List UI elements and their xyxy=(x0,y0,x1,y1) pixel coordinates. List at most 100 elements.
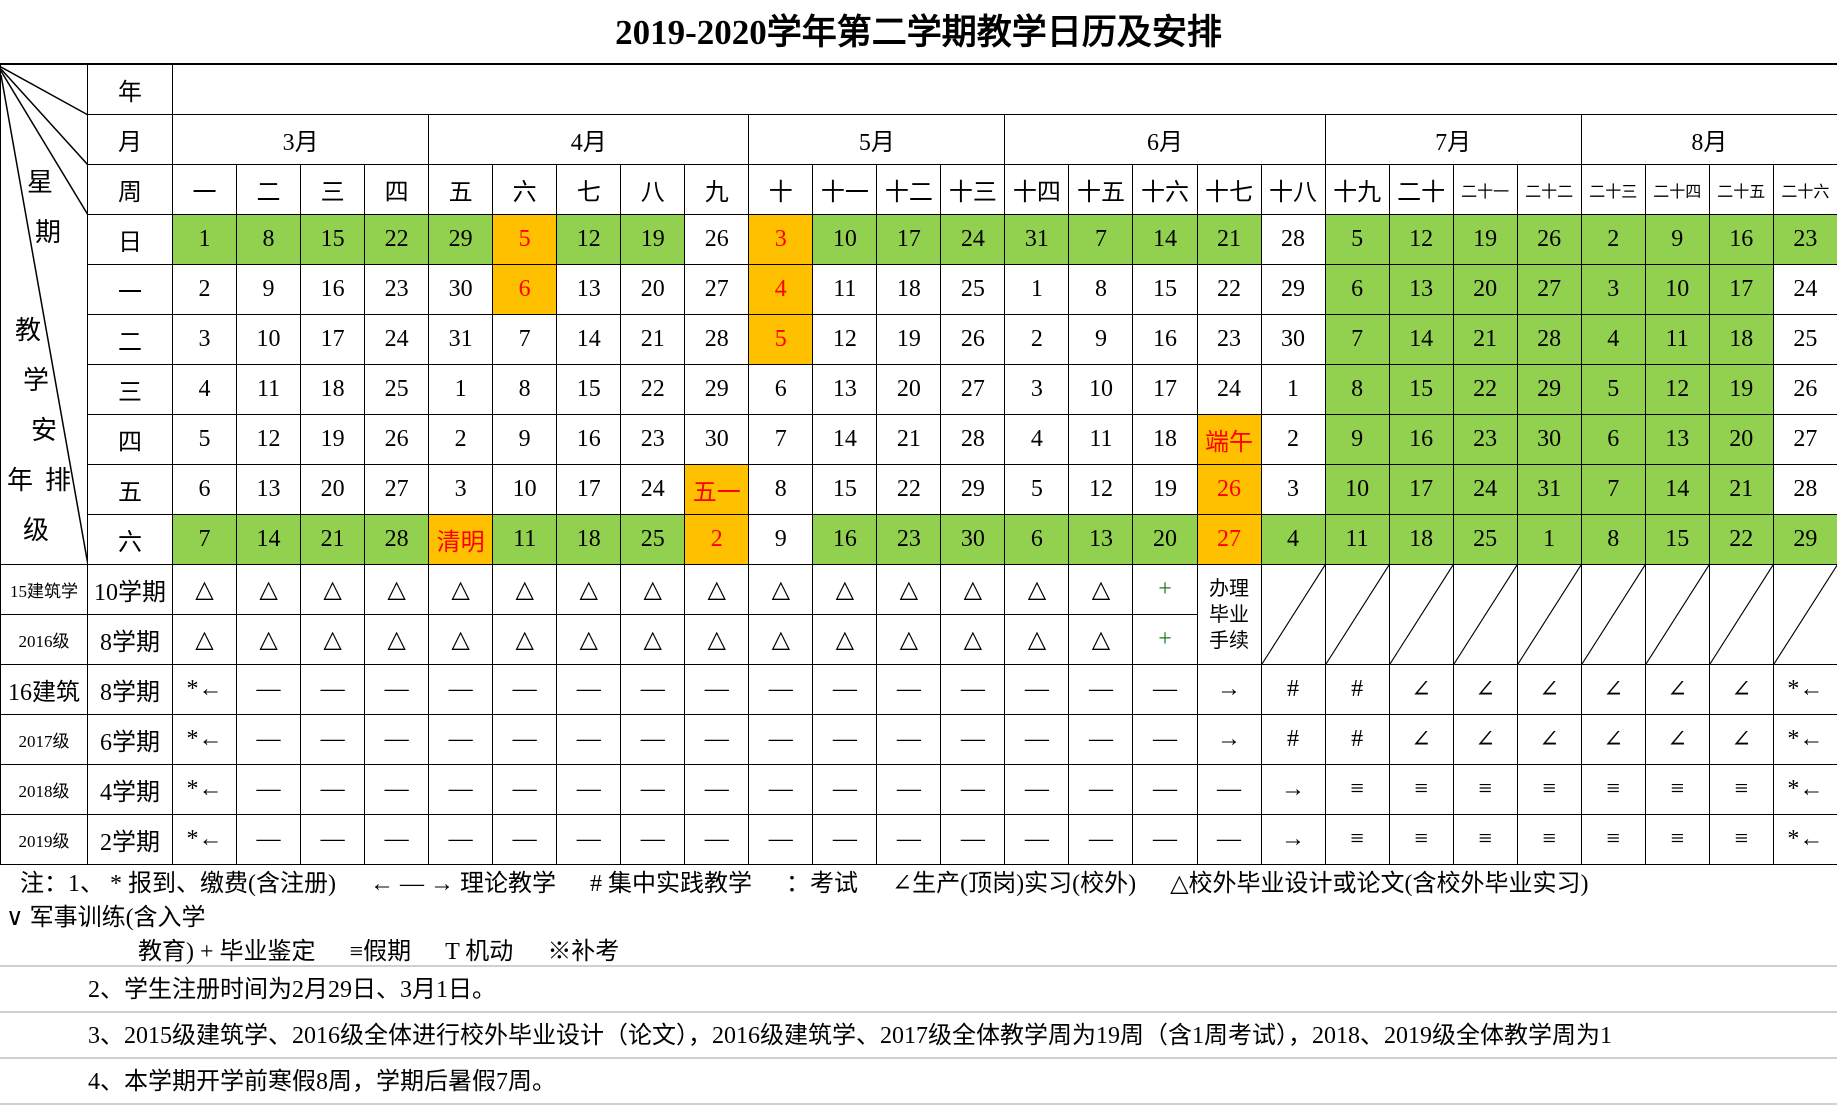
date-cell: 12 xyxy=(1069,465,1133,515)
schedule-cell-empty xyxy=(1325,565,1389,665)
date-cell: 4 xyxy=(1005,415,1069,465)
schedule-cell: — xyxy=(365,815,429,865)
date-cell: 8 xyxy=(1325,365,1389,415)
date-cell: 14 xyxy=(813,415,877,465)
date-cell: 30 xyxy=(429,265,493,315)
date-cell: 10 xyxy=(1069,365,1133,415)
week-header: 五 xyxy=(429,165,493,215)
date-cell: 30 xyxy=(941,515,1005,565)
schedule-cell: — xyxy=(941,815,1005,865)
schedule-cell: — xyxy=(237,715,301,765)
date-cell: 14 xyxy=(237,515,301,565)
corner-label: 安 xyxy=(31,410,57,447)
week-header: 二十六 xyxy=(1773,165,1837,215)
date-cell: 27 xyxy=(1773,415,1837,465)
schedule-cell: — xyxy=(557,815,621,865)
schedule-cell: — xyxy=(1069,715,1133,765)
term-label: 8学期 xyxy=(88,665,173,715)
date-cell: 15 xyxy=(1133,265,1197,315)
schedule-cell: △ xyxy=(301,615,365,665)
date-cell: 23 xyxy=(1453,415,1517,465)
date-cell: 9 xyxy=(1069,315,1133,365)
schedule-cell: # xyxy=(1261,715,1325,765)
date-cell: 8 xyxy=(1069,265,1133,315)
date-cell: 28 xyxy=(685,315,749,365)
schedule-cell: ≡ xyxy=(1389,765,1453,815)
date-cell: 10 xyxy=(813,215,877,265)
date-cell: 15 xyxy=(1389,365,1453,415)
schedule-cell-empty xyxy=(1261,565,1325,665)
date-cell: 5 xyxy=(749,315,813,365)
schedule-cell: — xyxy=(557,665,621,715)
schedule-cell: △ xyxy=(493,615,557,665)
date-cell: 9 xyxy=(1645,215,1709,265)
corner-label: 排 xyxy=(45,460,71,497)
schedule-cell: — xyxy=(1069,815,1133,865)
schedule-cell: — xyxy=(301,815,365,865)
date-cell: 21 xyxy=(1709,465,1773,515)
date-cell: 12 xyxy=(557,215,621,265)
schedule-cell: *← xyxy=(1773,715,1837,765)
date-cell: 15 xyxy=(301,215,365,265)
date-cell: 16 xyxy=(813,515,877,565)
date-cell: 12 xyxy=(237,415,301,465)
legend-item: ← — → 理论教学 xyxy=(370,871,556,897)
legend-item: # 集中实践教学 xyxy=(590,871,752,897)
date-cell: 2 xyxy=(173,265,237,315)
date-cell: 27 xyxy=(1517,265,1581,315)
schedule-cell: △ xyxy=(813,565,877,615)
date-cell: 14 xyxy=(1133,215,1197,265)
date-cell: 16 xyxy=(1389,415,1453,465)
date-cell: 29 xyxy=(685,365,749,415)
date-cell: 30 xyxy=(1261,315,1325,365)
schedule-cell: ≡ xyxy=(1325,815,1389,865)
date-cell: 15 xyxy=(557,365,621,415)
date-cell: 22 xyxy=(1197,265,1261,315)
date-cell: 29 xyxy=(1517,365,1581,415)
date-cell: 14 xyxy=(1645,465,1709,515)
date-cell: 15 xyxy=(1645,515,1709,565)
page-title: 2019-2020学年第二学期教学日历及安排 xyxy=(0,0,1837,64)
week-header: 十四 xyxy=(1005,165,1069,215)
legend-item: ※补考 xyxy=(547,939,619,965)
note-3: 3、2015级建筑学、2016级全体进行校外毕业设计（论文），2016级建筑学、… xyxy=(0,1013,1837,1059)
date-cell: 13 xyxy=(557,265,621,315)
date-cell: 11 xyxy=(1069,415,1133,465)
date-cell: 7 xyxy=(173,515,237,565)
schedule-cell: — xyxy=(365,765,429,815)
schedule-cell: ∠ xyxy=(1389,715,1453,765)
schedule-cell: — xyxy=(813,765,877,815)
schedule-cell: — xyxy=(877,715,941,765)
corner-label: 年 xyxy=(7,460,33,497)
week-header: 二十二 xyxy=(1517,165,1581,215)
weekday-label: 三 xyxy=(88,365,173,415)
date-cell: 2 xyxy=(1005,315,1069,365)
grade-label: 2016级 xyxy=(1,615,88,665)
week-header: 七 xyxy=(557,165,621,215)
schedule-cell: — xyxy=(493,665,557,715)
date-cell: 8 xyxy=(1581,515,1645,565)
month-header: 8月 xyxy=(1581,115,1837,165)
date-cell: 24 xyxy=(1197,365,1261,415)
schedule-cell: ≡ xyxy=(1709,765,1773,815)
schedule-cell: — xyxy=(237,815,301,865)
week-header: 四 xyxy=(365,165,429,215)
date-cell: 27 xyxy=(685,265,749,315)
date-cell: 23 xyxy=(621,415,685,465)
schedule-cell: → xyxy=(1261,765,1325,815)
schedule-cell: — xyxy=(813,815,877,865)
date-cell: 28 xyxy=(1773,465,1837,515)
date-cell: 26 xyxy=(1773,365,1837,415)
schedule-cell: — xyxy=(557,715,621,765)
schedule-cell: △ xyxy=(749,615,813,665)
schedule-cell: — xyxy=(1005,765,1069,815)
date-cell: 6 xyxy=(1325,265,1389,315)
schedule-cell: △ xyxy=(557,565,621,615)
schedule-cell: — xyxy=(941,765,1005,815)
diagonal-slash xyxy=(1326,565,1389,664)
schedule-cell: → xyxy=(1197,715,1261,765)
date-cell: 12 xyxy=(1645,365,1709,415)
date-cell: 6 xyxy=(1581,415,1645,465)
date-cell: 3 xyxy=(1005,365,1069,415)
schedule-cell: △ xyxy=(813,615,877,665)
